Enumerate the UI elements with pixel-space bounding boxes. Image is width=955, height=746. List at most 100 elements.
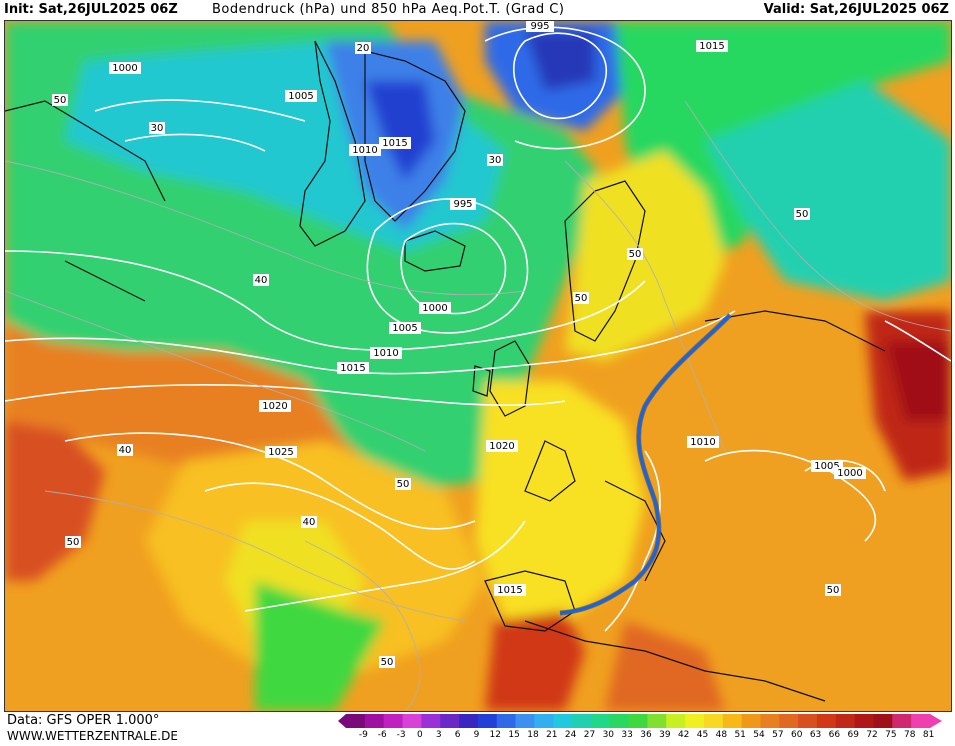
- theta-e-contours: [5, 100, 951, 711]
- legend-tick-label: 21: [546, 730, 558, 740]
- svg-text:50: 50: [827, 585, 840, 596]
- legend-tick-label: 0: [417, 730, 423, 740]
- legend-swatch: [816, 714, 837, 728]
- legend-tick-label: 12: [489, 730, 502, 740]
- map-title: Bodendruck (hPa) und 850 hPa Aeq.Pot.T. …: [212, 2, 565, 17]
- legend-tick-label: 66: [828, 730, 841, 740]
- init-time: Init: Sat,26JUL2025 06Z: [4, 2, 178, 17]
- legend-tick-label: 78: [904, 730, 916, 740]
- legend-tick-label: 18: [527, 730, 539, 740]
- legend-tick-label: 54: [753, 730, 765, 740]
- legend-tick-label: 9: [473, 730, 480, 740]
- legend-swatch: [590, 714, 611, 728]
- isobar-label: 1005: [392, 323, 417, 334]
- legend-swatch: [440, 714, 460, 728]
- isobar-label: 1020: [262, 401, 287, 412]
- weather-map: 995 1015 1000 1005 1010 1015 995 1000 10…: [4, 20, 952, 712]
- legend-tick-label: 81: [922, 730, 935, 740]
- isobar-label: 1020: [489, 441, 514, 452]
- legend-swatch: [515, 714, 535, 728]
- legend-swatch: [741, 714, 761, 728]
- svg-text:50: 50: [67, 537, 80, 548]
- legend-tick-label: -9: [358, 730, 368, 740]
- legend-tick-label: -3: [396, 730, 406, 740]
- color-legend: [338, 714, 942, 728]
- legend-arrow-right: [930, 714, 942, 728]
- legend-tick-label: 33: [621, 730, 633, 740]
- legend-tick-label: 51: [734, 730, 746, 740]
- legend-tick-label: 60: [790, 730, 803, 740]
- legend-tick-label: 63: [809, 730, 822, 740]
- legend-swatch: [685, 714, 705, 728]
- legend-tick-label: 15: [508, 730, 520, 740]
- legend-swatch: [383, 714, 404, 728]
- isobar-label: 1025: [268, 447, 293, 458]
- legend-swatch: [628, 714, 648, 728]
- svg-text:50: 50: [796, 209, 809, 220]
- site-url: WWW.WETTERZENTRALE.DE: [7, 729, 178, 743]
- legend-swatch: [911, 714, 931, 728]
- isobar-label: 1010: [352, 145, 377, 156]
- legend-tick-label: 24: [564, 730, 577, 740]
- legend-swatch: [666, 714, 686, 728]
- legend-tick-label: 45: [696, 730, 709, 740]
- legend-tick-label: 48: [715, 730, 728, 740]
- legend-swatch: [722, 714, 743, 728]
- legend-swatch: [496, 714, 517, 728]
- map-canvas: 995 1015 1000 1005 1010 1015 995 1000 10…: [5, 21, 951, 711]
- legend-tick-label: 30: [602, 730, 615, 740]
- svg-text:30: 30: [489, 155, 502, 166]
- svg-text:50: 50: [381, 657, 394, 668]
- theta-e-labels: 20 30 30 40 50 50 50 40 50 40 50 50 50 5…: [52, 42, 841, 668]
- legend-tick-label: -6: [377, 730, 387, 740]
- legend-swatch: [835, 714, 856, 728]
- legend-swatch: [364, 714, 385, 728]
- legend-tick-label: 75: [885, 730, 897, 740]
- isobar-label: 995: [453, 199, 472, 210]
- svg-text:50: 50: [54, 95, 67, 106]
- isobar-label: 1005: [288, 91, 313, 102]
- svg-text:30: 30: [151, 123, 164, 134]
- map-footer: Data: GFS OPER 1.000° WWW.WETTERZENTRALE…: [0, 710, 955, 746]
- isobar-labels: 995 1015 1000 1005 1010 1015 995 1000 10…: [109, 21, 866, 596]
- legend-tick-label: 72: [866, 730, 878, 740]
- legend-swatch: [703, 714, 724, 728]
- svg-text:50: 50: [575, 293, 588, 304]
- legend-swatch: [402, 714, 422, 728]
- svg-text:50: 50: [397, 479, 410, 490]
- legend-tick-label: 69: [847, 730, 859, 740]
- isobar-label: 995: [530, 21, 549, 32]
- cold-front: [559, 313, 732, 615]
- legend-tick-label: 3: [435, 730, 442, 740]
- legend-tick-label: 42: [677, 730, 690, 740]
- legend-swatch: [459, 714, 479, 728]
- legend-swatch: [854, 714, 874, 728]
- svg-text:20: 20: [357, 43, 370, 54]
- isobar-label: 1015: [340, 363, 365, 374]
- legend-arrow-left: [338, 714, 346, 728]
- legend-tick-label: 27: [583, 730, 596, 740]
- legend-swatch: [798, 714, 818, 728]
- legend-swatch: [534, 714, 554, 728]
- legend-swatch: [647, 714, 667, 728]
- isobar-label: 1015: [382, 138, 407, 149]
- legend-swatch: [779, 714, 799, 728]
- coastlines: [5, 40, 886, 702]
- isobar-label: 1010: [690, 437, 715, 448]
- valid-time: Valid: Sat,26JUL2025 06Z: [763, 2, 949, 17]
- svg-text:40: 40: [255, 275, 268, 286]
- legend-tick-label: 39: [659, 730, 671, 740]
- legend-swatch: [572, 714, 592, 728]
- legend-swatch: [760, 714, 780, 728]
- legend-ticks: -9 -6 -3 0 3 6 9 12 15 18 21 24 27 30 33 36 39 42 45 48 51 54…: [338, 730, 948, 744]
- isobar-label: 1015: [497, 585, 522, 596]
- map-header: Init: Sat,26JUL2025 06Z Bodendruck (hPa)…: [0, 0, 955, 20]
- legend-swatch: [873, 714, 893, 728]
- isobar-label: 1010: [373, 348, 398, 359]
- isobar-label: 1000: [422, 303, 447, 314]
- legend-swatch: [609, 714, 630, 728]
- legend-swatch: [346, 714, 366, 728]
- isobar-label: 1000: [837, 468, 862, 479]
- legend-swatch: [421, 714, 441, 728]
- legend-tick-label: 6: [454, 730, 461, 740]
